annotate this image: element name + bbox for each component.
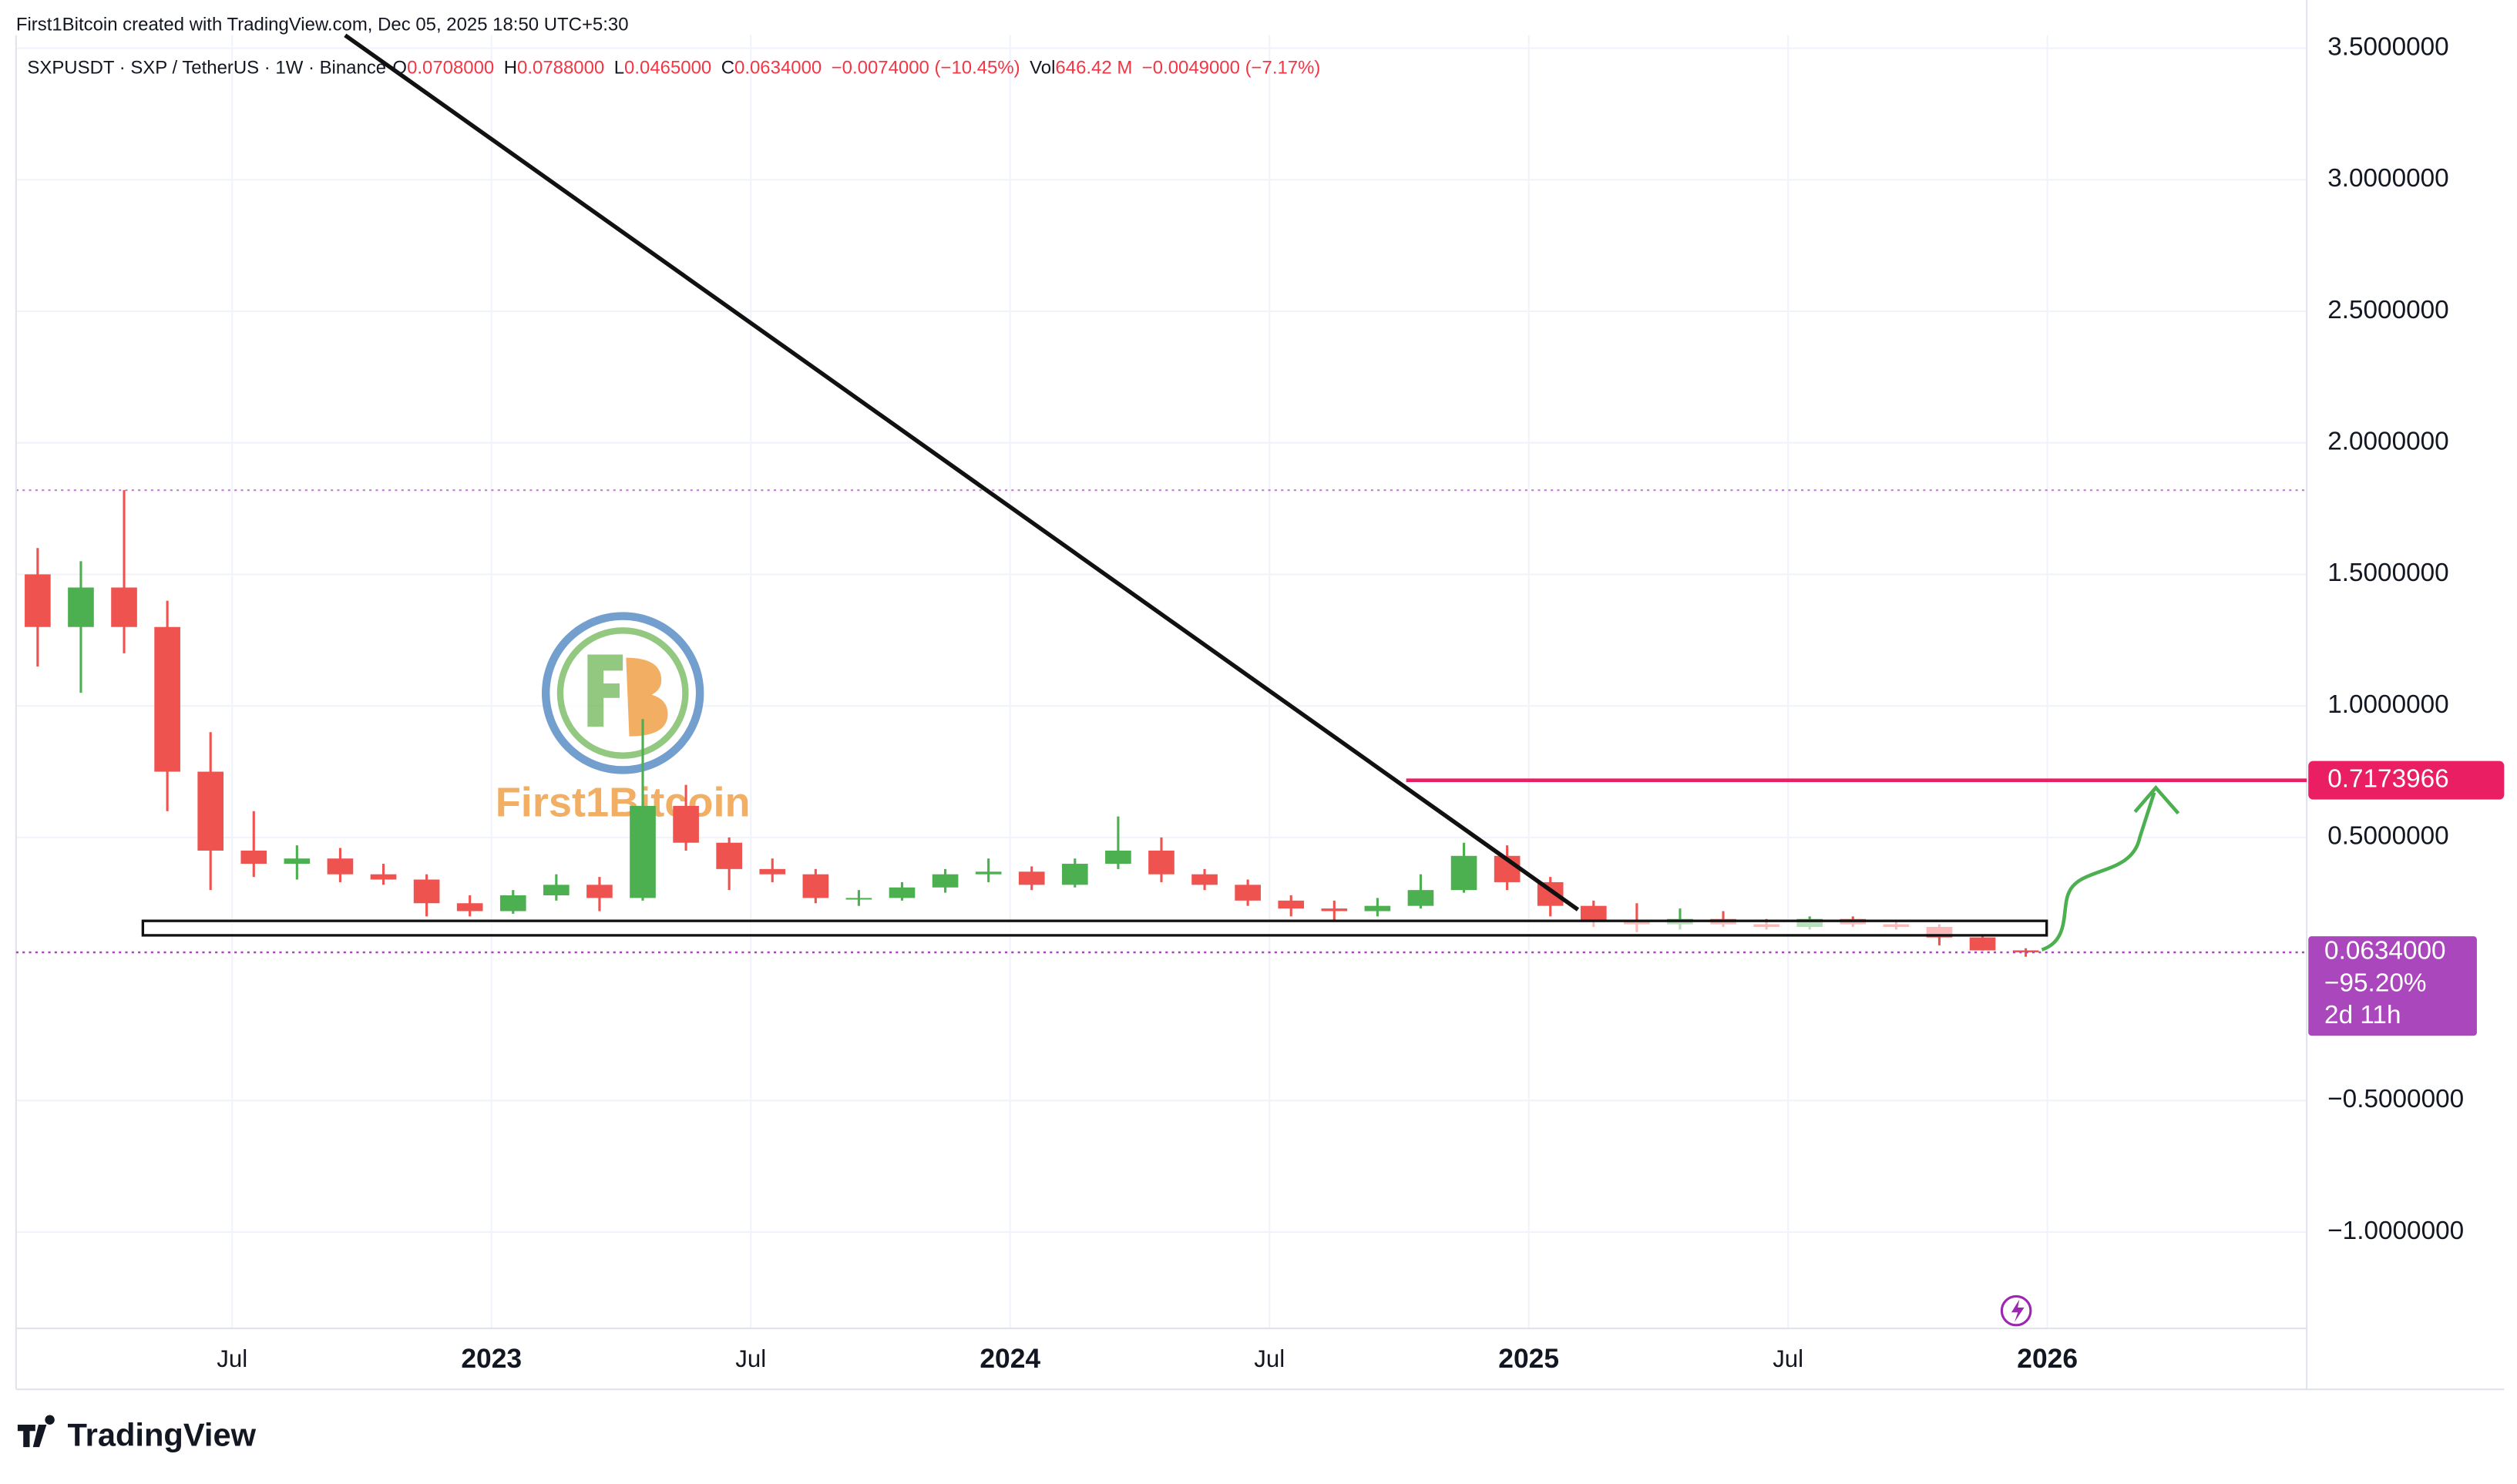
candle-body [413, 879, 440, 904]
x-tick-label: Jul [735, 1345, 766, 1372]
level-label-box [2308, 760, 2505, 800]
trend-line [344, 33, 1580, 912]
y-tick-label: 2.0000000 [2327, 428, 2449, 456]
candle-body [1407, 890, 1434, 906]
ohlc-value: 0.0788000 [517, 58, 604, 79]
ohlc-key: H [504, 58, 517, 79]
y-tick-label: 3.0000000 [2327, 164, 2449, 193]
countdown: 2d 11h [2324, 1001, 2401, 1029]
candle-body [197, 771, 224, 851]
logo-letter [626, 657, 668, 737]
brand-icon [17, 1415, 55, 1448]
candle-body [716, 842, 742, 869]
candle-body [759, 868, 786, 875]
y-tick-label: 3.5000000 [2327, 32, 2449, 61]
ohlc-key: C [721, 58, 734, 79]
logo-letter [587, 654, 623, 727]
last-change-label: −95.20% [2324, 969, 2426, 997]
candle-body [111, 587, 137, 627]
vol-key: Vol [1030, 58, 1055, 79]
x-tick-label: 2023 [461, 1343, 522, 1374]
candle-body [1364, 905, 1391, 912]
last-price-label: 0.0634000 [2324, 937, 2446, 965]
candle-body [1061, 864, 1088, 885]
x-tick-label: 2024 [980, 1343, 1040, 1374]
x-tick-label: 2025 [1498, 1343, 1559, 1374]
candle-body [889, 887, 916, 898]
grid [15, 35, 2307, 1329]
watermark-text: First1Bitcoin [496, 780, 751, 826]
candle-body [2012, 950, 2039, 952]
x-tick-label: Jul [1254, 1345, 1285, 1372]
candle-body [673, 805, 699, 843]
ohlc-value: 0.0634000 [734, 58, 822, 79]
candle-body [802, 874, 829, 898]
change: −0.0074000 (−10.45%) [832, 58, 1020, 79]
arrow-head [2133, 784, 2180, 815]
candle-body [25, 574, 51, 627]
watermark-logo: First1Bitcoin [496, 612, 751, 826]
candle-body [1450, 855, 1477, 891]
candle-body [456, 903, 483, 912]
arrow [2041, 791, 2156, 952]
candle-body [1580, 905, 1607, 922]
level-label: 0.7173966 [2327, 764, 2449, 793]
logo-ring [556, 627, 689, 759]
candle-body [1148, 850, 1174, 875]
y-tick-label: −0.5000000 [2327, 1085, 2464, 1113]
x-tick-label: Jul [1773, 1345, 1803, 1372]
ohlc-value: 0.0708000 [407, 58, 494, 79]
candle-body [327, 858, 354, 875]
alert-circle [2000, 1294, 2032, 1327]
candle-body [586, 885, 613, 898]
logo-ring [541, 612, 704, 774]
x-tick-label: 2026 [2017, 1343, 2078, 1374]
candle-body [1278, 900, 1305, 909]
brand: TradingView [67, 1417, 256, 1453]
credit: First1Bitcoin created with TradingView.c… [16, 15, 629, 35]
candle-body [240, 850, 267, 865]
y-tick-label: −1.0000000 [2327, 1217, 2464, 1245]
y-tick-label: 0.5000000 [2327, 822, 2449, 851]
candle-body [1105, 850, 1131, 865]
y-tick-label: 1.0000000 [2327, 690, 2449, 719]
y-tick-label: 1.5000000 [2327, 559, 2449, 587]
candle-body [68, 587, 94, 627]
last-price-box [2308, 936, 2477, 1036]
symbol: SXPUSDT · SXP / TetherUS · 1W · Binance [27, 58, 386, 79]
candle-body [1969, 937, 1996, 951]
vol-change: −0.0049000 (−7.17%) [1142, 58, 1321, 79]
candle-body [284, 858, 311, 865]
candle-body [932, 874, 959, 888]
alert-bolt [2011, 1299, 2025, 1322]
candle-body [499, 895, 526, 912]
candle-body [1191, 874, 1218, 885]
candle-body [1018, 871, 1045, 885]
candle-body [1321, 908, 1348, 912]
candle-body [154, 626, 180, 772]
ohlc-key: O [392, 58, 407, 79]
candle-body [845, 898, 872, 900]
candle-body [370, 874, 397, 880]
vol: 646.42 M [1055, 58, 1132, 79]
support-box [141, 919, 2048, 937]
alert-icon[interactable] [2000, 1294, 2032, 1327]
ohlc-key: L [614, 58, 624, 79]
legend: SXPUSDT · SXP / TetherUS · 1W · Binance O… [27, 58, 1320, 79]
candle-body [975, 871, 1002, 875]
y-tick-label: 2.5000000 [2327, 296, 2449, 324]
candle-body [1235, 885, 1261, 901]
candle-body [630, 805, 656, 898]
ohlc-value: 0.0465000 [624, 58, 711, 79]
candle-body [543, 885, 570, 896]
x-tick-label: Jul [217, 1345, 247, 1372]
